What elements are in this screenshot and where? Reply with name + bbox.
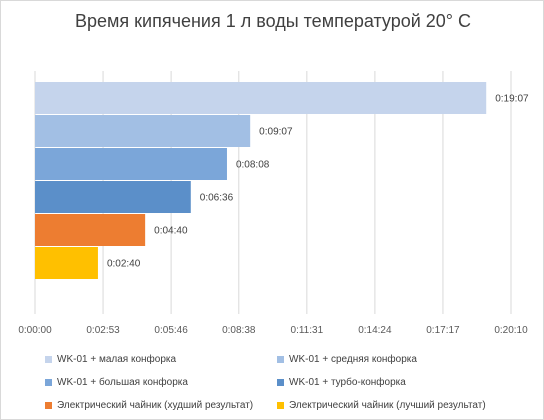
x-tick-label: 0:00:00 — [18, 325, 52, 336]
legend-label: Электрический чайник (лучший результат) — [289, 400, 486, 411]
x-tick-label: 0:11:31 — [291, 325, 324, 336]
legend-item: Электрический чайник (лучший результат) — [277, 396, 517, 415]
x-tick-label: 0:20:10 — [494, 325, 528, 336]
x-tick-label: 0:02:53 — [86, 325, 120, 336]
bar-data-label: 0:08:08 — [236, 160, 270, 171]
x-tick-label: 0:14:24 — [358, 325, 392, 336]
legend-label: Электрический чайник (худший результат) — [57, 400, 254, 411]
bars — [35, 82, 487, 279]
bar-data-label: 0:06:36 — [200, 193, 234, 204]
x-tick-label: 0:08:38 — [222, 325, 256, 336]
legend-swatch — [277, 402, 284, 409]
legend-label: WK-01 + малая конфорка — [57, 354, 177, 365]
bar — [35, 82, 487, 114]
legend-item: WK-01 + малая конфорка — [45, 350, 277, 369]
bar-data-label: 0:09:07 — [259, 127, 293, 138]
legend-item: WK-01 + турбо-конфорка — [277, 373, 517, 392]
legend-item: WK-01 + средняя конфорка — [277, 350, 517, 369]
x-axis-ticks: 0:00:00 0:02:53 0:05:46 0:08:38 0:11:31 0:14:… — [18, 325, 528, 336]
legend: WK-01 + малая конфорка WK-01 + средняя ко… — [45, 350, 525, 415]
legend-label: WK-01 + турбо-конфорка — [289, 377, 406, 388]
legend-item: WK-01 + большая конфорка — [45, 373, 277, 392]
legend-swatch — [277, 356, 284, 363]
bar-data-label: 0:04:40 — [154, 226, 188, 237]
bar-data-label: 0:19:07 — [495, 94, 529, 105]
chart-title: Время кипячения 1 л воды температурой 20… — [75, 11, 471, 31]
x-tick-label: 0:05:46 — [154, 325, 188, 336]
x-tick-label: 0:17:17 — [426, 325, 460, 336]
bar — [35, 148, 227, 180]
bar — [35, 247, 98, 279]
legend-swatch — [45, 402, 52, 409]
data-labels: 0:19:07 0:09:07 0:08:08 0:06:36 0:04:40 0:02:… — [107, 94, 529, 270]
bar — [35, 214, 146, 246]
bar — [35, 181, 191, 213]
legend-swatch — [277, 379, 284, 386]
plot-area: 0:19:07 0:09:07 0:08:08 0:06:36 0:04:40 0:02:… — [18, 71, 529, 336]
bar — [35, 115, 251, 147]
legend-item: Электрический чайник (худший результат) — [45, 396, 277, 415]
bar-data-label: 0:02:40 — [107, 259, 141, 270]
legend-label: WK-01 + средняя конфорка — [289, 354, 417, 365]
legend-swatch — [45, 379, 52, 386]
legend-swatch — [45, 356, 52, 363]
legend-label: WK-01 + большая конфорка — [57, 377, 188, 388]
